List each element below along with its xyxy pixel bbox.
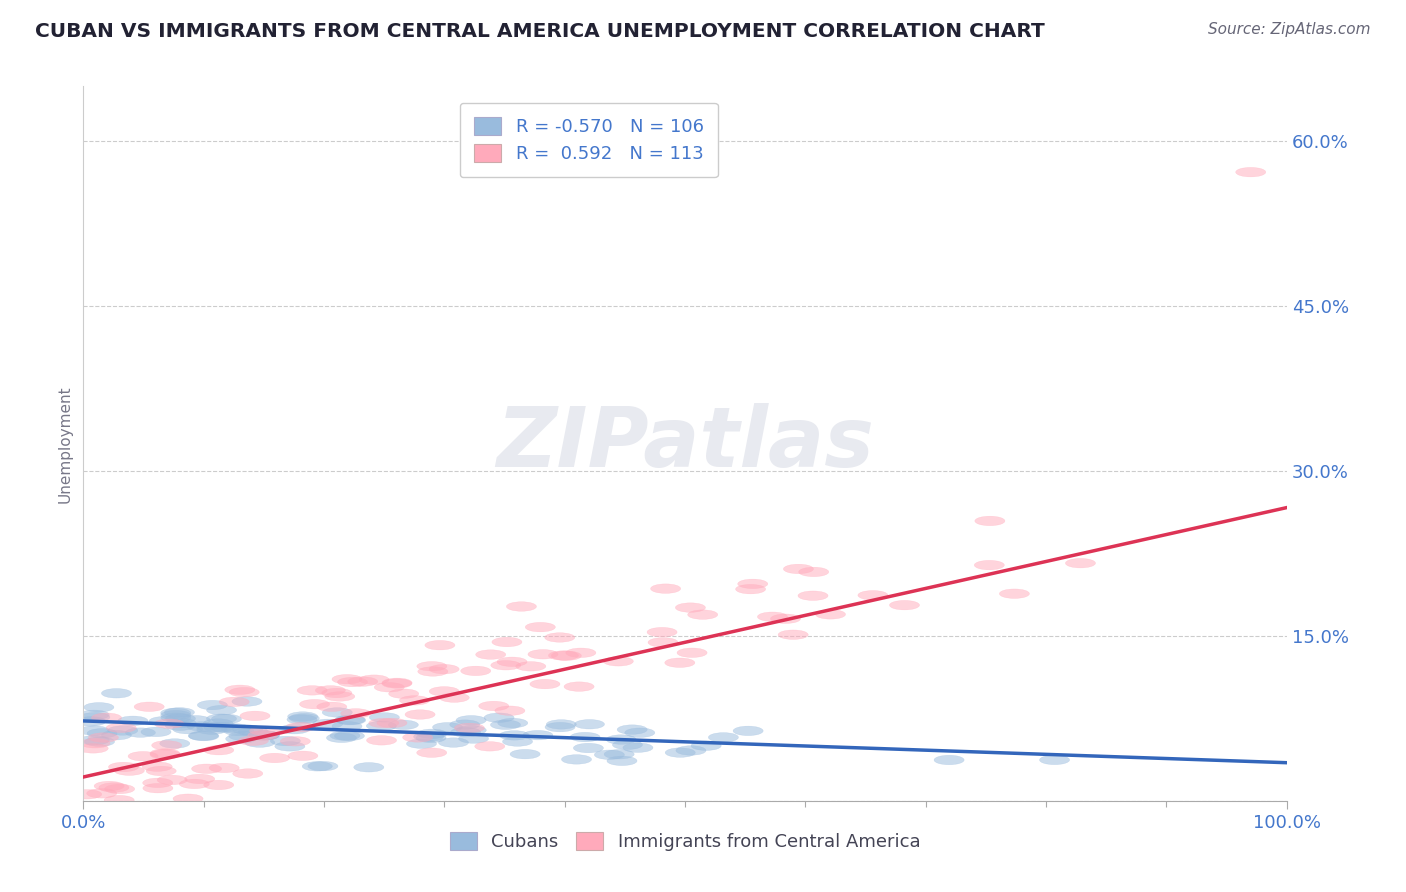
- Legend: R = -0.570   N = 106, R =  0.592   N = 113: R = -0.570 N = 106, R = 0.592 N = 113: [460, 103, 718, 178]
- Text: CUBAN VS IMMIGRANTS FROM CENTRAL AMERICA UNEMPLOYMENT CORRELATION CHART: CUBAN VS IMMIGRANTS FROM CENTRAL AMERICA…: [35, 22, 1045, 41]
- Text: Source: ZipAtlas.com: Source: ZipAtlas.com: [1208, 22, 1371, 37]
- Text: ZIPatlas: ZIPatlas: [496, 403, 875, 484]
- Y-axis label: Unemployment: Unemployment: [58, 385, 72, 502]
